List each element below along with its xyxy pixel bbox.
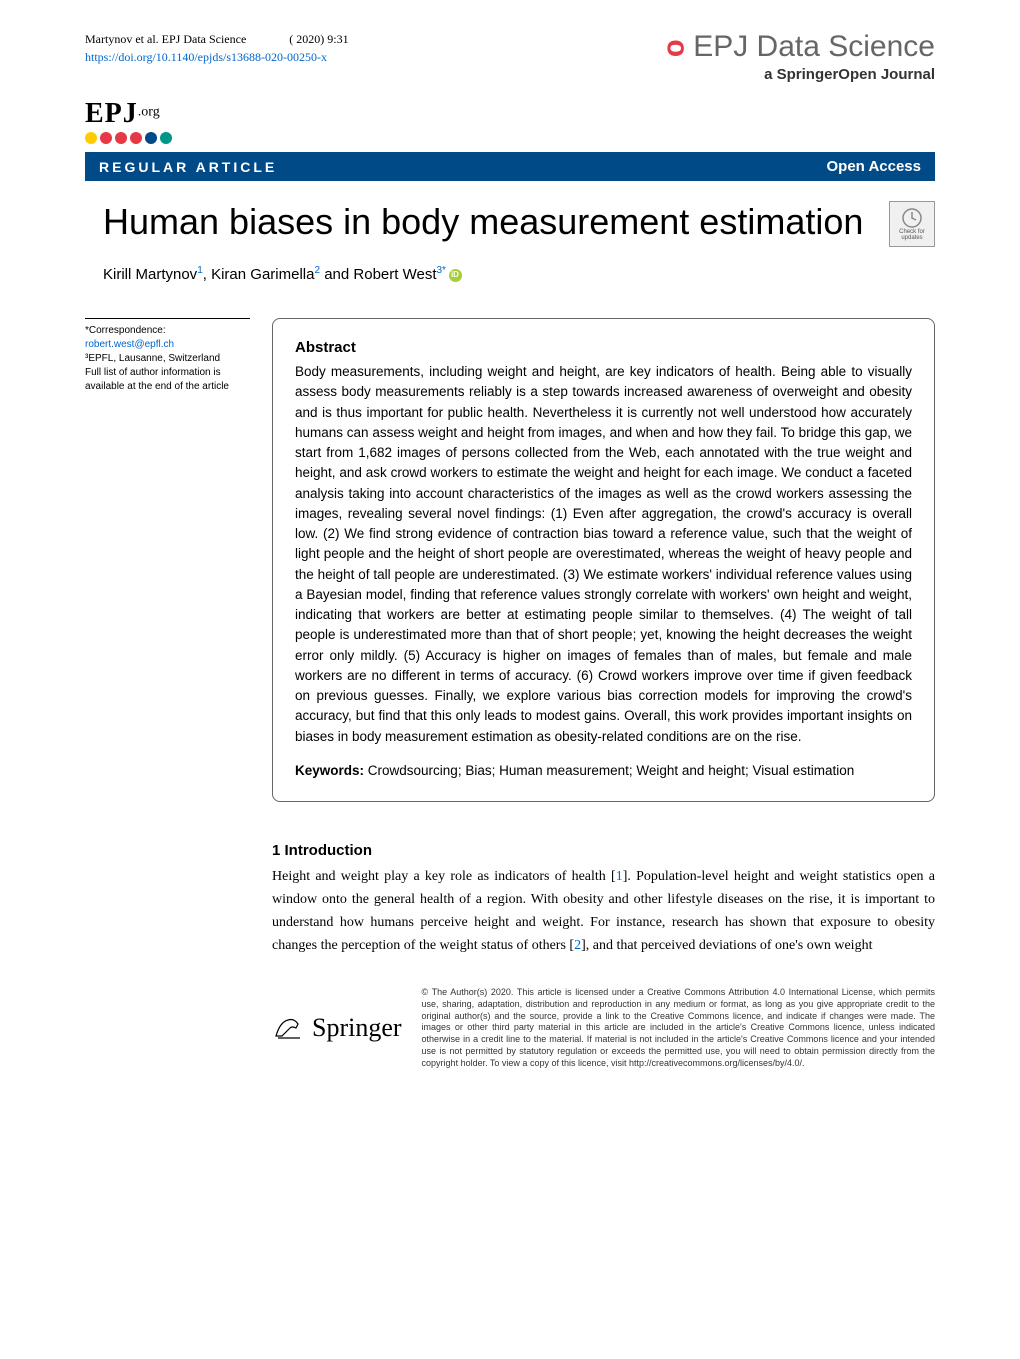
correspondence-label: *Correspondence: (85, 324, 250, 338)
copyright-text: © The Author(s) 2020. This article is li… (422, 987, 935, 1069)
springer-text: Springer (312, 1013, 402, 1043)
title-row: Human biases in body measurement estimat… (85, 201, 935, 247)
open-access-label: Open Access (827, 158, 922, 175)
doi-link[interactable]: https://doi.org/10.1140/epjds/s13688-020… (85, 50, 327, 64)
author-2: Kiran Garimella (211, 266, 314, 283)
issue-text: ( 2020) 9:31 (289, 32, 348, 46)
author-3: Robert West (353, 266, 436, 283)
main-column: Abstract Body measurements, including we… (272, 318, 935, 1069)
journal-subtitle: a SpringerOpen Journal (666, 66, 935, 83)
check-updates-badge[interactable]: Check for updates (889, 201, 935, 247)
dot-icon (85, 132, 97, 144)
abstract-text: Body measurements, including weight and … (295, 362, 912, 747)
epj-logo-text: EPJ (85, 98, 138, 129)
ref-1[interactable]: 1 (616, 869, 623, 884)
citation-text: Martynov et al. EPJ Data Science (85, 32, 246, 46)
intro-text-a: Height and weight play a key role as ind… (272, 869, 616, 884)
correspondence-sidebar: *Correspondence: robert.west@epfl.ch ³EP… (85, 318, 250, 1069)
springer-logo: Springer (272, 1012, 402, 1044)
article-type-label: REGULAR ARTICLE (99, 159, 277, 175)
two-column-layout: *Correspondence: robert.west@epfl.ch ³EP… (85, 318, 935, 1069)
dot-icon (130, 132, 142, 144)
dot-icon (145, 132, 157, 144)
author-info-note: Full list of author information is avail… (85, 366, 250, 394)
springer-horse-icon (272, 1012, 304, 1044)
page-footer: Springer © The Author(s) 2020. This arti… (272, 987, 935, 1069)
abstract-box: Abstract Body measurements, including we… (272, 318, 935, 802)
journal-name-text: EPJ Data Science (693, 30, 935, 63)
dot-icon (115, 132, 127, 144)
logo-dots (85, 132, 935, 144)
epj-logo: EPJ.org (85, 98, 935, 144)
author-1: Kirill Martynov (103, 266, 197, 283)
keywords-label: Keywords: (295, 763, 364, 778)
sep: and (320, 266, 353, 283)
article-banner: REGULAR ARTICLE Open Access (85, 152, 935, 181)
authors-line: Kirill Martynov1, Kiran Garimella2 and R… (103, 265, 935, 283)
keywords-text: Crowdsourcing; Bias; Human measurement; … (364, 763, 854, 778)
author-3-aff[interactable]: 3* (437, 265, 446, 276)
sep: , (203, 266, 211, 283)
abstract-heading: Abstract (295, 339, 912, 356)
journal-name: ᴑ EPJ Data Science (666, 30, 935, 64)
dot-icon (160, 132, 172, 144)
check-updates-icon (902, 208, 922, 228)
intro-paragraph: Height and weight play a key role as ind… (272, 865, 935, 957)
epj-org-text: .org (138, 105, 160, 120)
intro-text-c: ], and that perceived deviations of one'… (581, 938, 872, 953)
journal-icon: ᴑ (666, 30, 685, 63)
journal-brand: ᴑ EPJ Data Science a SpringerOpen Journa… (666, 30, 935, 83)
article-title: Human biases in body measurement estimat… (103, 201, 874, 242)
citation-block: Martynov et al. EPJ Data Science ( 2020)… (85, 30, 349, 66)
correspondence-email[interactable]: robert.west@epfl.ch (85, 338, 250, 352)
keywords-line: Keywords: Crowdsourcing; Bias; Human mea… (295, 761, 912, 781)
section-1-heading: 1 Introduction (272, 842, 935, 859)
affiliation-3: ³EPFL, Lausanne, Switzerland (85, 352, 250, 366)
orcid-icon[interactable] (449, 269, 462, 282)
header-row: Martynov et al. EPJ Data Science ( 2020)… (85, 30, 935, 83)
dot-icon (100, 132, 112, 144)
check-updates-text: Check for updates (890, 229, 934, 241)
